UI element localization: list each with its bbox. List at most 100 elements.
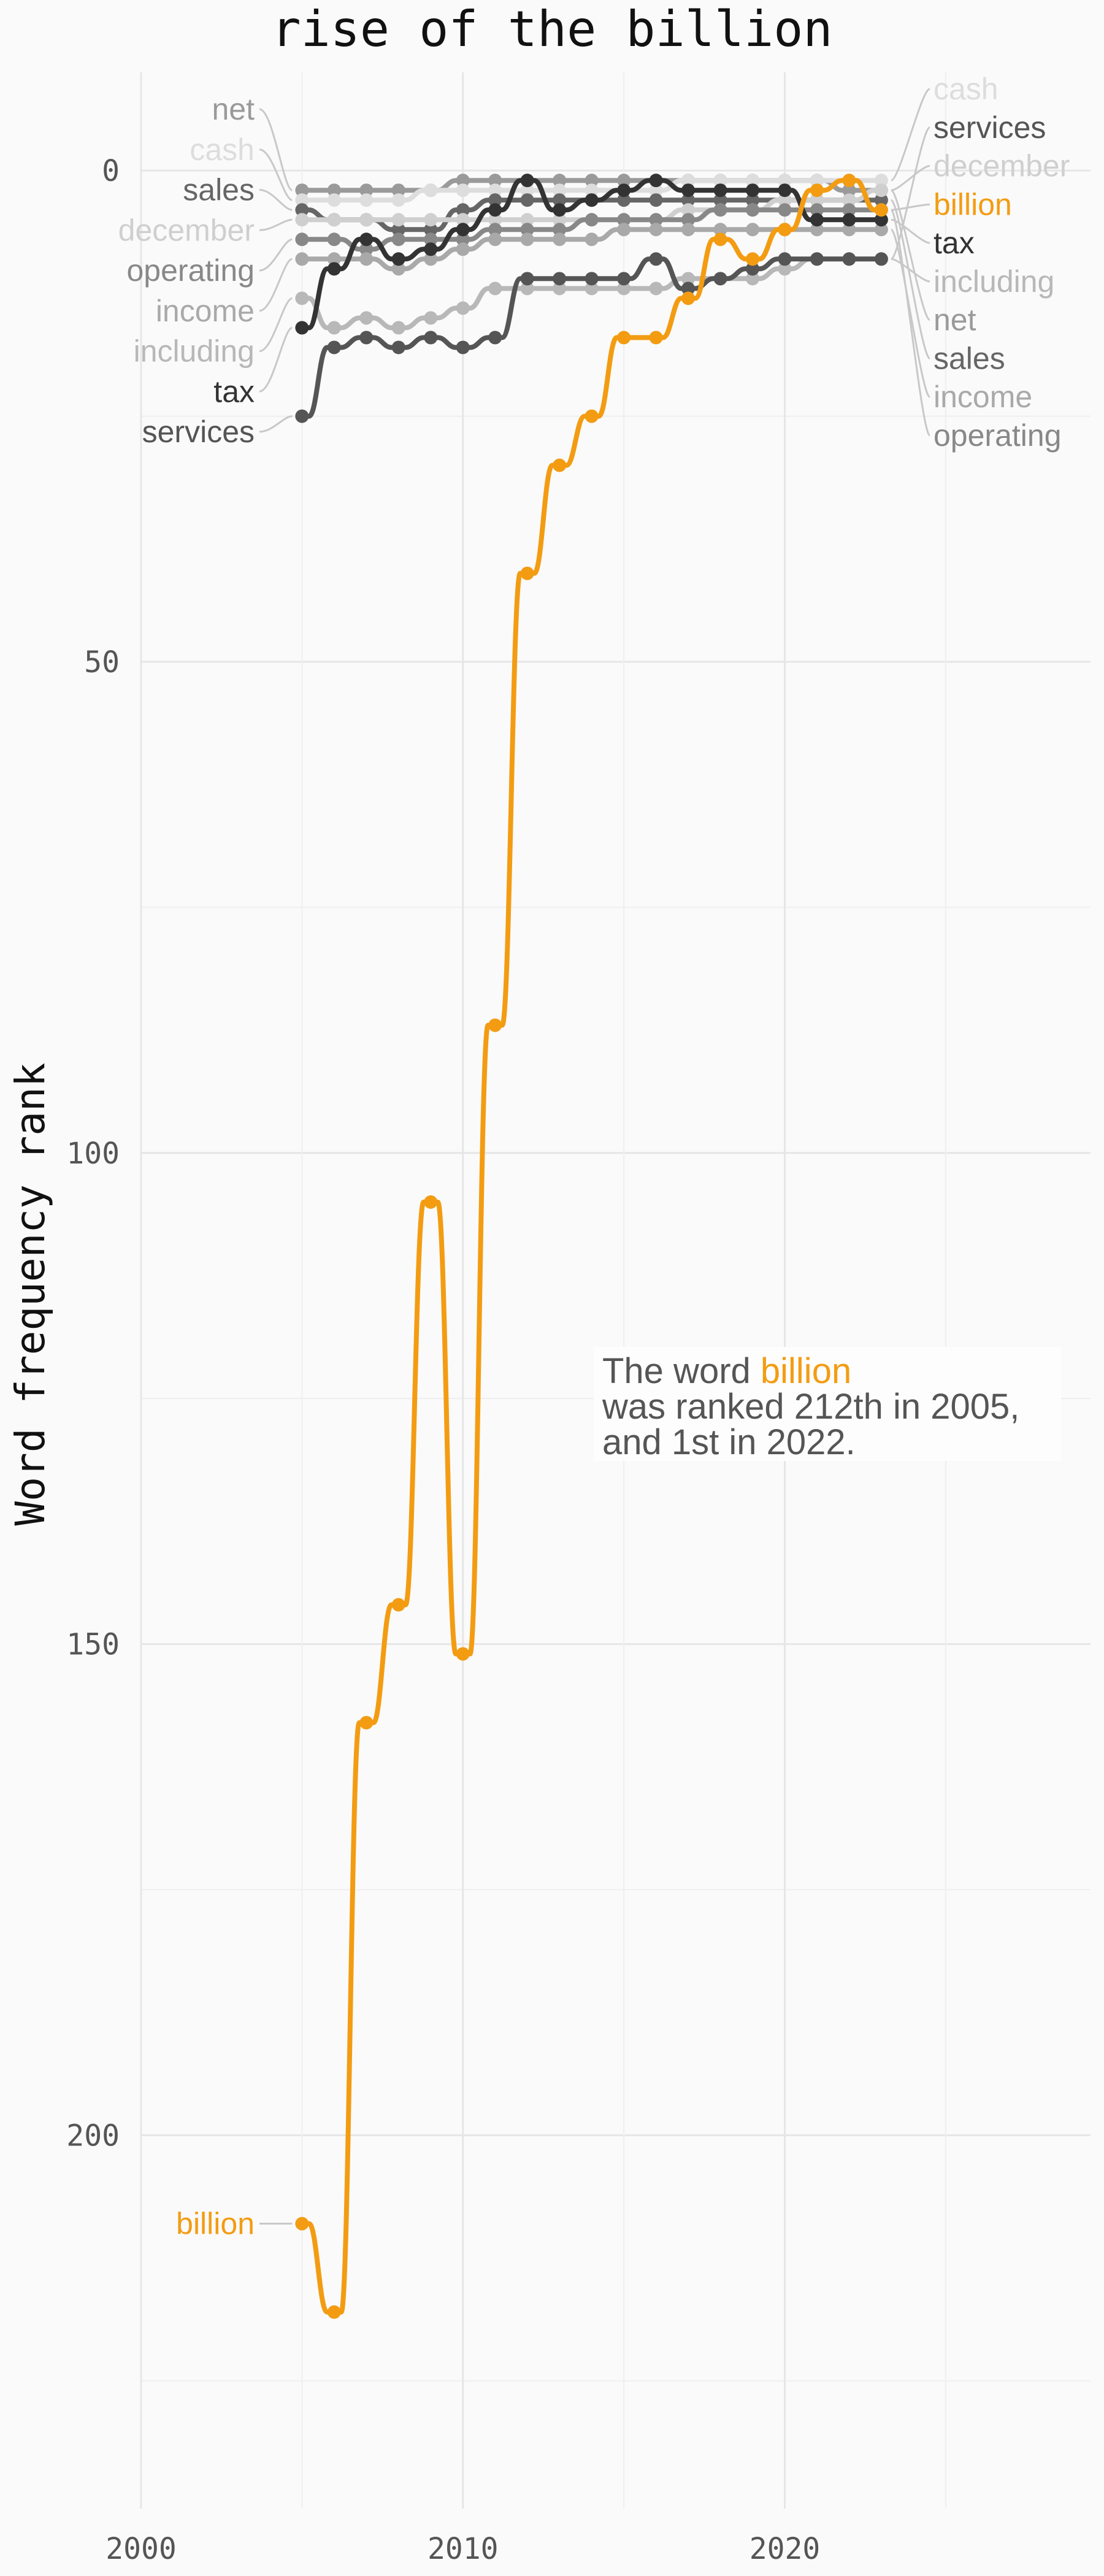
point-cash <box>585 183 599 197</box>
point-cash <box>391 193 405 207</box>
point-billion <box>585 409 599 423</box>
x-tick-label: 2000 <box>105 2532 177 2566</box>
point-billion <box>681 291 696 305</box>
point-sales <box>456 203 470 217</box>
point-tax <box>295 321 309 335</box>
point-operating <box>488 223 502 237</box>
point-income <box>649 223 663 237</box>
point-including <box>520 282 534 296</box>
left-label-services: services <box>142 415 255 449</box>
left-label-cash: cash <box>190 132 255 167</box>
point-including <box>327 321 341 335</box>
point-billion <box>649 331 663 345</box>
y-tick-label: 150 <box>66 1628 120 1662</box>
point-including <box>295 291 309 305</box>
point-net <box>295 183 309 197</box>
point-services <box>617 272 631 286</box>
y-axis-title: Word frequency rank <box>7 1063 54 1526</box>
point-billion <box>295 2217 309 2231</box>
point-net <box>359 183 374 197</box>
point-services <box>810 252 824 266</box>
point-services <box>649 252 663 266</box>
right-label-operating: operating <box>933 418 1062 453</box>
series-including <box>295 252 888 335</box>
right-leader-operating <box>890 209 931 437</box>
point-income <box>424 252 438 266</box>
point-net <box>585 174 599 188</box>
point-billion <box>842 174 856 188</box>
series-line-billion <box>299 178 884 2315</box>
point-billion <box>327 2305 341 2319</box>
point-sales <box>424 223 438 237</box>
point-billion <box>424 1195 438 1209</box>
right-label-tax: tax <box>933 226 975 260</box>
right-label-including: including <box>933 264 1054 299</box>
point-december <box>488 213 502 227</box>
right-leader-sales <box>890 199 931 359</box>
right-label-services: services <box>933 110 1046 145</box>
right-leader-tax <box>891 218 930 244</box>
point-billion <box>617 331 631 345</box>
x-tick-label: 2010 <box>427 2532 499 2566</box>
point-income <box>520 232 534 247</box>
point-tax <box>810 213 824 227</box>
x-tick-label: 2020 <box>749 2532 821 2566</box>
point-cash <box>874 174 888 188</box>
right-leader-including <box>891 258 930 283</box>
left-leader-net <box>259 108 293 191</box>
left-label-december: december <box>118 213 255 247</box>
annotation: The word billion was ranked 212th in 200… <box>594 1347 1061 1462</box>
point-operating <box>520 223 534 237</box>
point-including <box>617 282 631 296</box>
point-operating <box>746 203 760 217</box>
series-services <box>295 252 888 423</box>
point-sales <box>874 193 888 207</box>
point-net <box>842 183 856 197</box>
point-sales <box>553 193 567 207</box>
point-net <box>553 174 567 188</box>
series-line-services <box>299 256 884 419</box>
point-income <box>553 232 567 247</box>
point-including <box>391 321 405 335</box>
left-leader-services <box>259 415 293 433</box>
point-including <box>359 311 374 325</box>
point-december <box>424 213 438 227</box>
point-income <box>713 223 727 237</box>
y-tick-label: 0 <box>102 154 120 188</box>
point-billion <box>874 203 888 217</box>
point-tax <box>520 174 534 188</box>
point-tax <box>391 252 405 266</box>
point-cash <box>649 183 663 197</box>
point-income <box>456 242 470 256</box>
point-cash <box>746 174 760 188</box>
point-tax <box>553 203 567 217</box>
point-billion <box>810 183 824 197</box>
point-net <box>488 174 502 188</box>
right-label-billion: billion <box>933 187 1012 221</box>
point-services <box>488 331 502 345</box>
point-sales <box>488 193 502 207</box>
point-operating <box>681 213 696 227</box>
annotation-line-3: and 1st in 2022. <box>602 1422 856 1462</box>
point-operating <box>842 203 856 217</box>
point-tax <box>842 213 856 227</box>
point-cash <box>810 174 824 188</box>
left-leader-december <box>259 218 293 231</box>
point-billion <box>520 566 534 580</box>
point-income <box>681 223 696 237</box>
point-including <box>649 282 663 296</box>
right-label-net: net <box>933 303 976 337</box>
right-leader-december <box>891 165 930 191</box>
point-including <box>746 272 760 286</box>
point-billion <box>488 1018 502 1032</box>
point-sales <box>713 193 727 207</box>
point-cash <box>778 174 792 188</box>
series-tax <box>295 174 888 335</box>
point-operating <box>553 223 567 237</box>
point-tax <box>456 223 470 237</box>
point-december <box>810 193 824 207</box>
point-december <box>681 203 696 217</box>
chart-title: rise of the billion <box>271 1 832 58</box>
point-operating <box>810 203 824 217</box>
y-tick-label: 100 <box>66 1137 120 1171</box>
